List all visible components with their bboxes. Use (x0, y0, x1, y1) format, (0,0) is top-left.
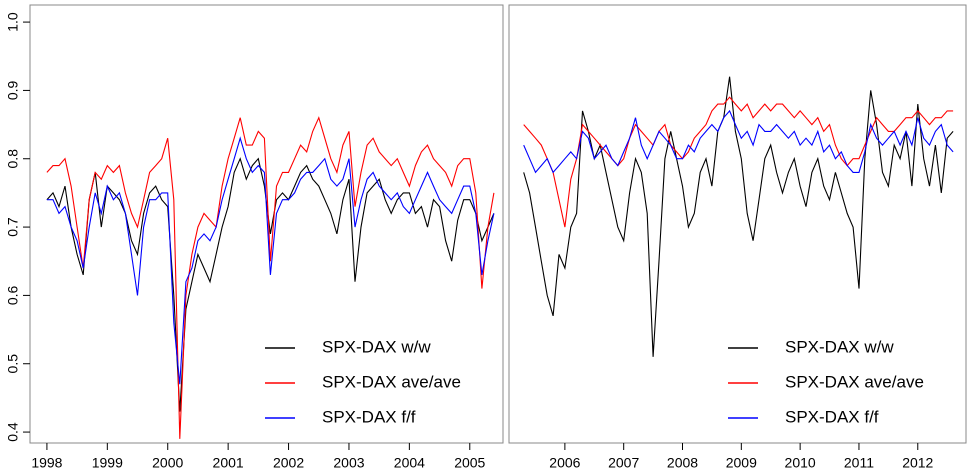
x-tick-label: 2008 (667, 455, 698, 471)
x-tick-label: 1998 (31, 455, 62, 471)
plot-frame (29, 4, 504, 444)
x-tick-label: 2001 (213, 455, 244, 471)
series-line (523, 96, 954, 228)
series-line (46, 157, 495, 412)
y-tick-label: 0.4 (5, 422, 21, 442)
plot-frame (508, 4, 967, 444)
legend-label: SPX-DAX w/w (322, 337, 431, 356)
y-tick-label: 1.0 (5, 12, 21, 32)
x-tick-label: 2006 (549, 455, 580, 471)
x-tick-label: 2009 (726, 455, 757, 471)
x-tick-label: 2007 (608, 455, 639, 471)
y-tick-label: 0.8 (5, 149, 21, 169)
legend-label: SPX-DAX ave/ave (322, 372, 461, 391)
x-tick-label: 2004 (394, 455, 425, 471)
series-line (523, 109, 954, 174)
legend-label: SPX-DAX f/f (322, 407, 416, 426)
x-tick-label: 2010 (785, 455, 816, 471)
y-tick-label: 0.7 (5, 217, 21, 237)
x-tick-label: 2002 (273, 455, 304, 471)
y-tick-label: 0.6 (5, 285, 21, 305)
series-line (46, 136, 495, 385)
series-line (46, 116, 495, 439)
legend-label: SPX-DAX ave/ave (785, 372, 924, 391)
y-tick-label: 0.5 (5, 354, 21, 374)
x-tick-label: 2000 (152, 455, 183, 471)
x-tick-label: 2011 (844, 455, 874, 471)
legend-label: SPX-DAX w/w (785, 337, 894, 356)
legend-label: SPX-DAX f/f (785, 407, 879, 426)
x-tick-label: 2012 (902, 455, 933, 471)
y-tick-label: 0.9 (5, 80, 21, 100)
x-tick-label: 2005 (454, 455, 485, 471)
x-tick-label: 2003 (333, 455, 364, 471)
x-tick-label: 1999 (92, 455, 123, 471)
series-line (523, 76, 954, 357)
